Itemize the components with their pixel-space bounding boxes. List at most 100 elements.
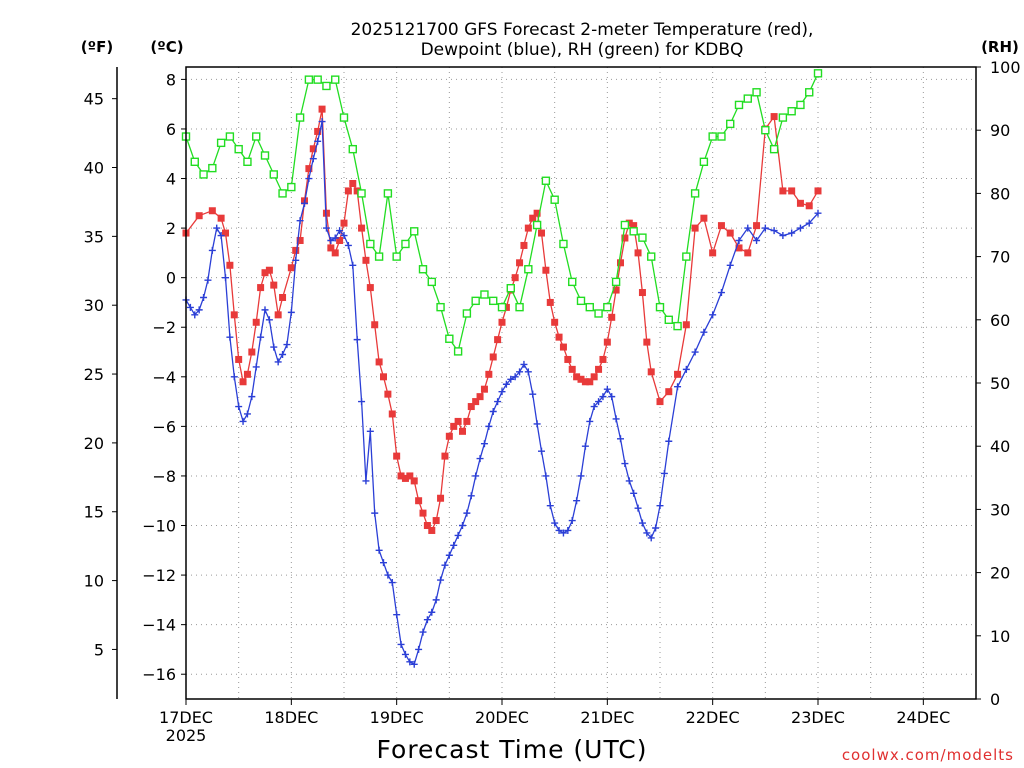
dewpoint-point bbox=[779, 232, 787, 240]
rh-point bbox=[243, 157, 252, 167]
dewpoint-point bbox=[608, 393, 616, 401]
dewpoint-point bbox=[314, 137, 322, 145]
dewpoint-point bbox=[309, 155, 317, 163]
temperature-point bbox=[586, 378, 594, 386]
rh-point bbox=[638, 233, 647, 242]
dewpoint-point bbox=[340, 232, 348, 240]
dewpoint-point bbox=[551, 519, 559, 527]
dewpoint-point bbox=[617, 435, 624, 443]
dewpoint-point bbox=[366, 427, 374, 435]
temperature-point bbox=[538, 229, 545, 237]
temperature-point bbox=[371, 321, 379, 329]
celsius-tick-label: −12 bbox=[142, 566, 176, 585]
dewpoint-point bbox=[401, 650, 409, 658]
dewpoint-series bbox=[182, 118, 822, 668]
credit-text: coolwx.com/modelts bbox=[842, 746, 1014, 764]
dewpoint-point bbox=[200, 293, 208, 301]
temperature-point bbox=[296, 236, 304, 244]
fahrenheit-tick-label: 30 bbox=[84, 296, 104, 315]
rh-point bbox=[480, 290, 489, 299]
temperature-point bbox=[625, 219, 633, 227]
rh-point bbox=[225, 132, 235, 141]
rh-point bbox=[690, 189, 700, 198]
rh-point bbox=[682, 252, 691, 261]
temperature-point bbox=[656, 398, 664, 406]
rh-point bbox=[506, 284, 515, 293]
celsius-tick-label: −16 bbox=[142, 665, 176, 684]
temperature-point bbox=[248, 348, 256, 356]
dewpoint-point bbox=[467, 492, 475, 500]
rh-point bbox=[278, 189, 287, 198]
series-layer bbox=[181, 69, 823, 668]
temperature-point bbox=[682, 321, 690, 329]
rh-tick-label: 30 bbox=[990, 500, 1010, 519]
fahrenheit-unit-label: (ºF) bbox=[81, 38, 113, 56]
dewpoint-point bbox=[336, 227, 344, 235]
rh-tick-label: 0 bbox=[990, 690, 1000, 709]
dewpoint-point bbox=[665, 437, 673, 445]
temperature-point bbox=[195, 212, 203, 220]
temperature-point bbox=[568, 365, 576, 373]
dewpoint-point bbox=[643, 529, 651, 537]
temperature-point bbox=[502, 303, 510, 311]
temperature-point bbox=[735, 244, 743, 252]
plot-frame bbox=[185, 66, 977, 700]
temperature-point bbox=[292, 246, 300, 254]
rh-point bbox=[734, 100, 744, 110]
temperature-point bbox=[717, 222, 725, 230]
rh-point bbox=[673, 321, 682, 331]
temperature-point bbox=[252, 318, 260, 326]
rh-point bbox=[568, 277, 577, 287]
rh-tick-label: 20 bbox=[990, 564, 1010, 583]
temperature-point bbox=[450, 422, 458, 430]
temperature-point bbox=[270, 281, 278, 289]
rh-point bbox=[445, 334, 454, 343]
temperature-point bbox=[524, 224, 532, 232]
temperature-point bbox=[564, 355, 572, 363]
celsius-tick-label: −4 bbox=[152, 368, 176, 387]
temperature-point bbox=[608, 313, 616, 321]
temperature-point bbox=[770, 113, 778, 121]
temperature-point bbox=[726, 229, 734, 237]
x-tick-label: 20DEC bbox=[475, 708, 529, 727]
temperature-point bbox=[279, 293, 287, 301]
x-tick-label: 18DEC bbox=[264, 708, 318, 727]
temperature-point bbox=[617, 259, 624, 267]
dewpoint-point bbox=[279, 350, 287, 358]
fahrenheit-tick-label: 10 bbox=[84, 572, 104, 591]
tick-layer: 86420−2−4−6−8−10−12−14−16454035302520151… bbox=[84, 58, 1021, 745]
temperature-point bbox=[590, 373, 598, 381]
temperature-point bbox=[511, 274, 519, 282]
rh-point bbox=[541, 176, 551, 185]
temperature-point bbox=[314, 127, 322, 135]
dewpoint-point bbox=[222, 274, 229, 282]
rh-point bbox=[295, 113, 305, 122]
temperature-point bbox=[349, 179, 357, 187]
celsius-tick-label: 8 bbox=[166, 70, 176, 89]
dewpoint-point bbox=[406, 658, 414, 666]
temperature-point bbox=[340, 219, 348, 227]
rh-point bbox=[708, 132, 717, 141]
rh-point bbox=[234, 144, 243, 154]
temperature-point bbox=[309, 145, 317, 153]
dewpoint-point bbox=[371, 509, 379, 517]
temperature-point bbox=[243, 370, 251, 378]
rh-point bbox=[620, 220, 630, 230]
temperature-point bbox=[445, 432, 453, 440]
rh-point bbox=[383, 189, 393, 198]
dewpoint-point bbox=[270, 343, 278, 351]
rh-point bbox=[462, 309, 472, 318]
rh-point bbox=[260, 151, 270, 160]
dewpoint-point bbox=[599, 393, 607, 401]
temperature-point bbox=[230, 311, 238, 319]
temperature-point bbox=[257, 284, 265, 292]
dewpoint-point bbox=[621, 460, 629, 468]
dewpoint-point bbox=[349, 261, 357, 269]
fahrenheit-tick-label: 15 bbox=[84, 503, 104, 522]
dewpoint-point bbox=[586, 417, 594, 425]
temperature-point bbox=[419, 509, 427, 517]
temperature-point bbox=[551, 318, 559, 326]
rh-point bbox=[559, 239, 568, 249]
dewpoint-point bbox=[647, 534, 655, 542]
dewpoint-point bbox=[257, 333, 265, 341]
